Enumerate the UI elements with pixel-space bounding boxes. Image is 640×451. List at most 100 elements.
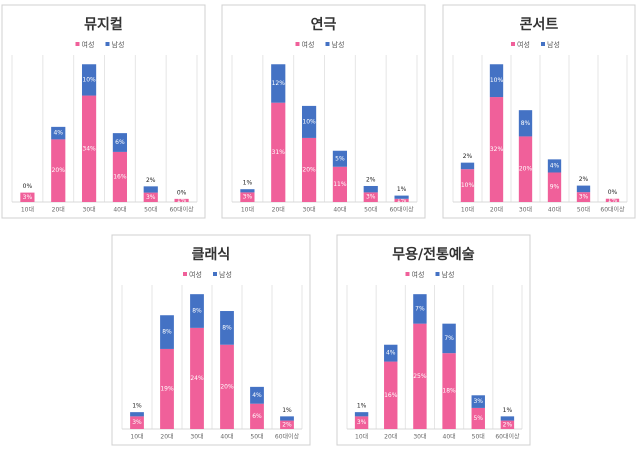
- data-label: 3%: [473, 398, 483, 405]
- legend-label: 남성: [112, 40, 125, 49]
- bar-segment: [394, 195, 409, 199]
- chart-title: 뮤지컬: [84, 17, 123, 33]
- bar-segment: [220, 344, 234, 429]
- bar-segment: [576, 192, 591, 202]
- data-label: 1%: [243, 180, 253, 187]
- x-tick-label: 40대: [113, 206, 126, 214]
- bar-segment: [301, 105, 317, 138]
- x-tick-label: 40대: [220, 433, 233, 441]
- x-tick-label: 50대: [364, 206, 377, 214]
- legend-label: 여성: [302, 40, 315, 49]
- data-label: 0%: [23, 183, 33, 190]
- bar-segment: [332, 150, 348, 167]
- data-label: 0%: [608, 189, 618, 196]
- bar-segment: [363, 192, 378, 202]
- data-label: 10%: [82, 76, 96, 83]
- bar-segment: [500, 416, 515, 421]
- bar-segment: [143, 186, 158, 193]
- bar-segment: [394, 198, 409, 202]
- x-tick-label: 20대: [490, 206, 503, 214]
- bar-segment: [576, 185, 591, 193]
- x-tick-label: 20대: [272, 206, 285, 214]
- data-label: 25%: [413, 373, 427, 380]
- bar-segment: [605, 198, 620, 202]
- legend-label: 여성: [82, 40, 95, 49]
- x-tick-label: 30대: [519, 206, 532, 214]
- bar-segment: [160, 348, 174, 429]
- x-tick-label: 30대: [83, 206, 96, 214]
- legend-label: 남성: [442, 270, 455, 279]
- data-label: 1%: [357, 403, 367, 410]
- data-label: 8%: [162, 329, 172, 336]
- bar-segment: [354, 416, 369, 429]
- bar-segment: [190, 327, 204, 429]
- x-tick-label: 10대: [241, 206, 254, 214]
- data-label: 34%: [82, 145, 96, 152]
- x-tick-label: 30대: [303, 206, 316, 214]
- legend-swatch: [75, 42, 80, 46]
- bar-segment: [112, 151, 128, 202]
- data-label: 8%: [192, 308, 202, 315]
- bar-segment: [271, 64, 286, 103]
- data-label: 11%: [333, 181, 347, 188]
- x-tick-label: 50대: [577, 206, 590, 214]
- data-label: 24%: [190, 375, 204, 382]
- bar-segment: [160, 315, 174, 349]
- bar-segment: [460, 162, 475, 170]
- bar-segment: [547, 172, 562, 202]
- bar-segment: [518, 136, 533, 202]
- x-tick-label: 60대이상: [169, 206, 194, 214]
- legend-swatch: [325, 42, 330, 46]
- data-label: 2%: [146, 177, 156, 184]
- legend-label: 여성: [189, 270, 202, 279]
- x-tick-label: 30대: [413, 433, 426, 441]
- legend-label: 남성: [547, 40, 560, 49]
- legend-swatch: [405, 272, 410, 276]
- x-tick-label: 60대이상: [275, 433, 300, 441]
- data-label: 3%: [23, 194, 33, 201]
- data-label: 4%: [53, 130, 63, 137]
- legend-swatch: [511, 42, 515, 46]
- chart-panel: [111, 234, 311, 446]
- x-tick-label: 40대: [443, 433, 456, 441]
- chart-title: 클래식: [192, 247, 231, 263]
- data-label: 8%: [222, 324, 232, 331]
- data-label: 1%: [177, 197, 187, 204]
- legend-label: 남성: [219, 270, 232, 279]
- bar-segment: [130, 412, 144, 417]
- bar-segment: [363, 185, 378, 193]
- bar-segment: [413, 294, 427, 324]
- legend-label: 남성: [332, 40, 345, 49]
- bar-segment: [280, 420, 294, 429]
- data-label: 7%: [415, 305, 425, 312]
- bar-segment: [332, 166, 348, 202]
- x-tick-label: 20대: [52, 206, 65, 214]
- bar-segment: [489, 97, 504, 202]
- data-label: 0%: [177, 189, 187, 196]
- data-label: 2%: [503, 421, 513, 428]
- data-label: 1%: [282, 407, 292, 414]
- x-tick-label: 10대: [21, 206, 34, 214]
- bar-segment: [280, 416, 294, 421]
- data-label: 18%: [442, 388, 456, 395]
- data-label: 4%: [550, 162, 560, 169]
- data-label: 10%: [302, 118, 316, 125]
- x-tick-label: 10대: [355, 433, 368, 441]
- x-tick-label: 50대: [472, 433, 485, 441]
- bar-segment: [174, 198, 189, 202]
- data-label: 20%: [220, 383, 234, 390]
- data-label: 1%: [503, 407, 513, 414]
- bar-segment: [51, 126, 66, 140]
- bar-segment: [130, 416, 144, 429]
- data-label: 4%: [252, 392, 262, 399]
- data-label: 10%: [461, 182, 475, 189]
- data-label: 19%: [160, 385, 174, 392]
- data-label: 12%: [272, 80, 286, 87]
- x-tick-label: 40대: [333, 206, 346, 214]
- legend-label: 여성: [412, 270, 425, 279]
- bar-segment: [471, 407, 485, 429]
- data-label: 31%: [272, 149, 286, 156]
- data-label: 1%: [132, 403, 142, 410]
- legend-swatch: [213, 272, 217, 276]
